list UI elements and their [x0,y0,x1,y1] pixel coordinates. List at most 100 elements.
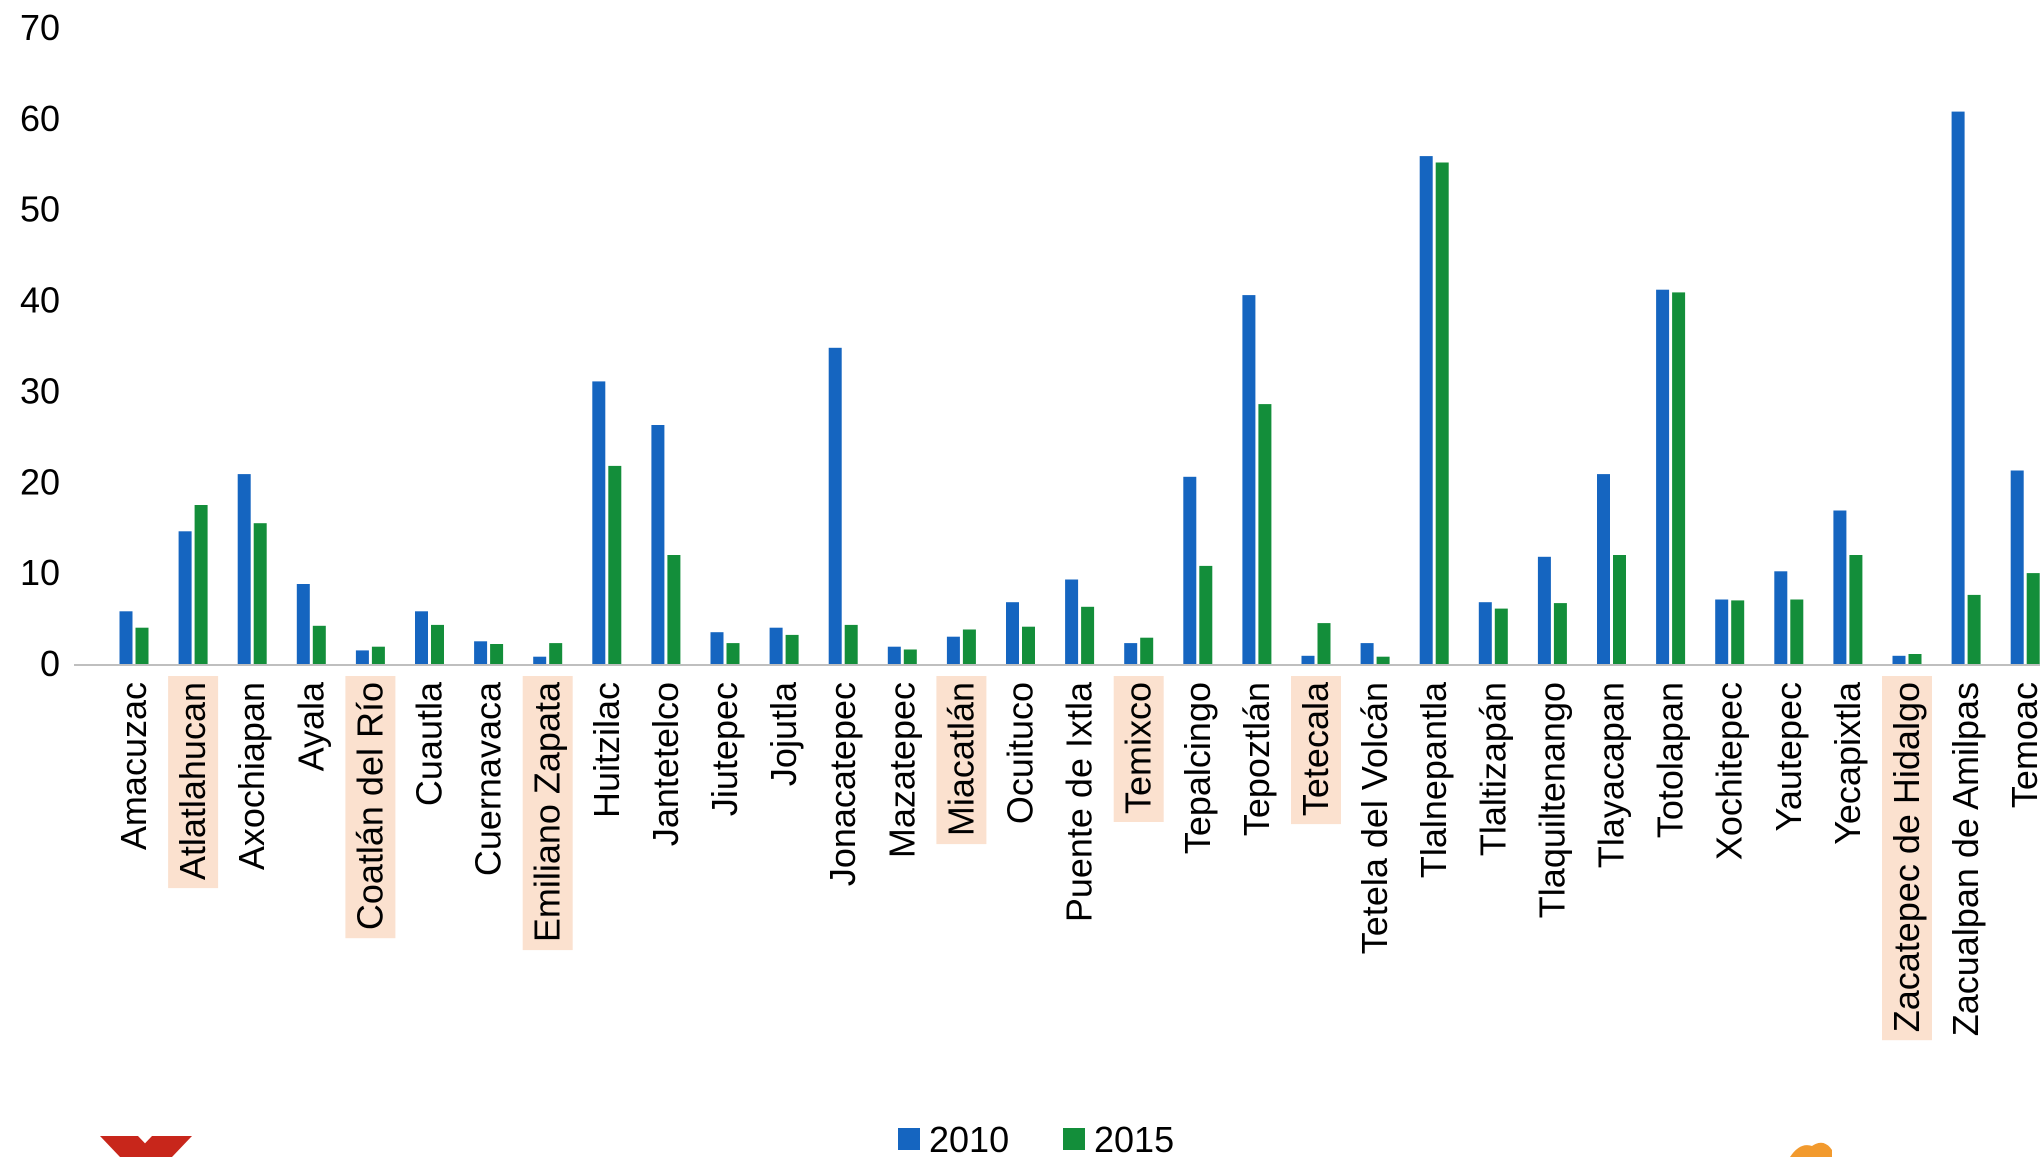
bar-2015 [1258,404,1272,664]
bar-2010 [178,531,192,664]
y-tick-label: 0 [40,643,60,684]
bar-2010 [1715,599,1729,664]
bar-2015 [1613,555,1626,664]
y-tick-label: 20 [20,461,60,502]
bar-2015 [135,627,149,664]
bar-2010 [355,650,369,664]
category-highlight [168,676,219,889]
bar-2010 [1065,579,1079,664]
category-highlights [168,676,1932,1041]
category-label: Tepoztlán [1236,682,1277,836]
bar-2010 [119,611,133,664]
bar-2015 [549,643,563,664]
bar-2015 [962,629,976,664]
category-label: Jantetelco [645,682,686,846]
bar-2015 [1081,606,1095,664]
bar-2010 [1537,556,1551,664]
bar-2010 [1833,510,1847,664]
bar-2010 [651,425,665,664]
bar-2010 [1478,602,1492,664]
bar-2010 [887,646,901,664]
y-tick-label: 70 [20,7,60,48]
bar-2015 [1494,608,1508,664]
category-label: Tlayacapan [1591,682,1632,868]
category-label: Coatlán del Río [349,682,390,930]
bar-2010 [1124,643,1138,664]
category-label: Yautepec [1768,682,1809,831]
bar-2010 [1951,111,1965,665]
category-label: Tlaltizapán [1472,682,1513,856]
bar-2015 [1435,162,1449,664]
category-label: Miacatlán [940,682,981,836]
bar-2015 [371,646,385,664]
bar-2015 [1908,654,1922,664]
bar-2010 [1419,156,1433,664]
legend: 2010 2015 [898,1119,1174,1157]
legend-label-2015: 2015 [1094,1119,1174,1157]
bar-2015 [1731,600,1745,664]
y-tick-label: 50 [20,189,60,230]
category-label: Axochiapan [231,682,272,870]
bar-2010 [946,636,960,664]
category-highlight [345,676,396,939]
category-label: Huitzilac [586,682,627,818]
bar-2015 [1022,626,1035,664]
bar-2015 [1199,565,1213,664]
bar-2010 [1301,655,1315,664]
category-label: Tlaquiltenango [1531,682,1572,918]
bar-2010 [592,381,606,664]
bar-2015 [1140,637,1154,664]
bar-2015 [253,523,267,664]
bar-2015 [490,644,504,664]
category-highlight [1291,676,1341,825]
category-highlight [936,676,987,845]
bar-2010 [237,474,251,664]
category-label: Tlalnepantla [1413,681,1454,878]
category-label: Jiutepec [704,682,745,816]
bar-2010 [296,584,310,664]
bar-2010 [2010,470,2024,664]
category-label: Zacualpan de Amilpas [1945,682,1986,1036]
bar-2010 [710,632,724,664]
bar-2015 [726,643,740,664]
logo-left [100,1136,192,1157]
category-label: Temoac [2004,682,2040,808]
bar-2010 [415,611,428,664]
bar-2015 [1790,599,1804,664]
category-label: Totolapan [1650,682,1691,838]
category-label: Atlatlahucan [172,682,213,880]
category-label: Ocuituco [1000,682,1041,824]
logo-right [1790,1142,1832,1157]
bar-2015 [1849,555,1863,664]
bar-2010 [1242,295,1256,664]
bar-2015 [1553,603,1567,664]
bar-2010 [1774,571,1788,664]
bar-2010 [769,627,783,664]
y-tick-label: 60 [20,98,60,139]
bar-2015 [844,624,858,664]
bar-2015 [667,555,681,664]
category-label: Ayala [290,681,331,771]
y-tick-label: 10 [20,552,60,593]
bar-2010 [1892,655,1906,664]
bar-2015 [194,505,208,664]
y-axis: 0 10 20 30 40 50 60 70 [20,7,60,684]
category-labels: Amacuzac Atlatlahucan Axochiapan Ayala Coatl… [113,681,2040,1036]
legend-swatch-2010 [898,1128,920,1150]
category-label: Jonacatepec [822,682,863,886]
category-label: Yecapixtla [1827,681,1868,845]
bar-2010 [1183,476,1197,664]
category-label: Tetecala [1295,681,1336,816]
category-label: Tetela del Volcán [1354,682,1395,954]
category-label: Emiliano Zapata [527,681,568,942]
bar-2010 [1656,289,1670,664]
bar-2015 [1376,656,1390,664]
category-label: Puente de Ixtla [1059,681,1100,922]
bar-2010 [1597,474,1610,664]
category-label: Zacatepec de Hidalgo [1886,682,1927,1032]
category-label: Jojutla [763,681,804,786]
bar-2015 [1317,623,1331,664]
bar-2015 [785,634,799,664]
bar-2010 [533,656,547,664]
bar-2015 [312,625,326,664]
